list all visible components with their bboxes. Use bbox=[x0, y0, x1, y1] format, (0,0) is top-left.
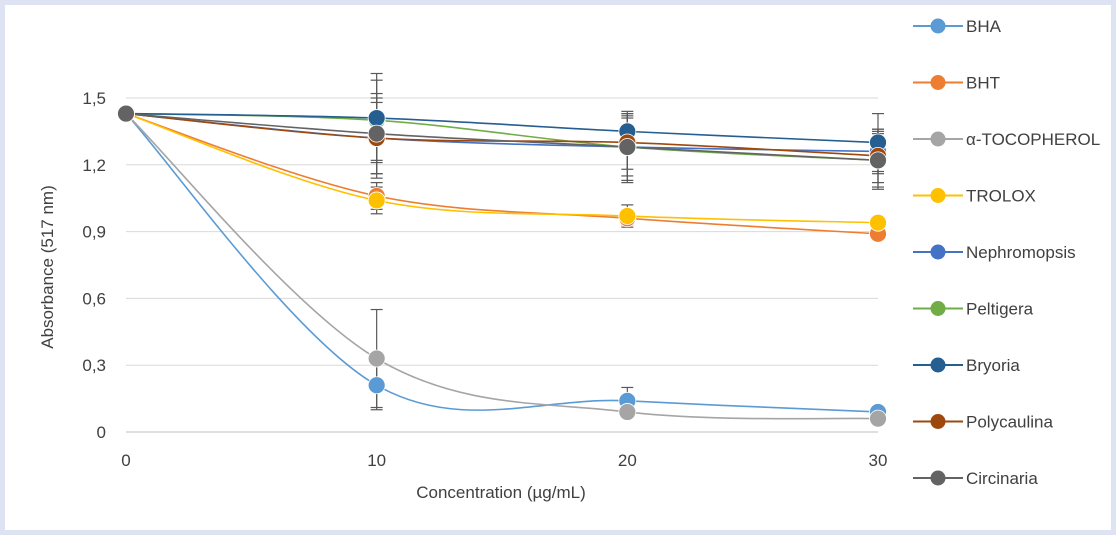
legend-swatch-marker bbox=[930, 188, 946, 203]
legend-label-line: Peltigera bbox=[966, 300, 1034, 319]
series-line bbox=[125, 112, 879, 162]
data-point bbox=[367, 124, 386, 143]
data-point bbox=[367, 191, 386, 210]
legend-label-line: BHA bbox=[966, 17, 1002, 36]
data-point bbox=[367, 376, 386, 395]
legend-label-line: α-TOCOPHEROL bbox=[966, 130, 1100, 149]
series-markers bbox=[117, 104, 887, 428]
data-point bbox=[618, 403, 637, 421]
series-layer bbox=[117, 72, 887, 428]
axes: 0 0,3 0,6 0,9 1,2 1,5 0 10 20 30 bbox=[82, 89, 887, 470]
y-tick-label: 0 bbox=[97, 423, 106, 442]
y-axis-label: Absorbance (517 nm) bbox=[38, 185, 57, 348]
legend-label: BHT bbox=[966, 74, 1000, 93]
series-line bbox=[125, 113, 879, 413]
legend-swatch-marker bbox=[930, 470, 946, 486]
legend-label: TROLOX bbox=[966, 187, 1036, 206]
legend-swatch-marker bbox=[930, 18, 946, 34]
grid bbox=[126, 97, 878, 366]
x-tick-label: 10 bbox=[367, 451, 386, 470]
legend-swatch-marker bbox=[930, 414, 946, 429]
x-tick-label: 20 bbox=[618, 451, 637, 470]
legend-swatch-marker bbox=[930, 131, 946, 147]
legend-label: Nephromopsis bbox=[966, 243, 1076, 262]
series-line bbox=[125, 112, 879, 224]
x-tick-label: 30 bbox=[869, 451, 888, 470]
legend-label: α-TOCOPHEROL bbox=[966, 130, 1100, 149]
x-tick-label: 0 bbox=[121, 451, 130, 470]
data-point bbox=[869, 213, 887, 232]
legend-label: BHA bbox=[966, 17, 1002, 36]
series-line bbox=[125, 113, 879, 420]
chart-frame: 0 0,3 0,6 0,9 1,2 1,5 0 10 20 30 BHA BHT α-TOCOPHER… bbox=[5, 5, 1111, 530]
legend-swatch-marker bbox=[930, 301, 946, 316]
data-point bbox=[869, 409, 887, 428]
legend-label: Bryoria bbox=[966, 356, 1020, 375]
data-point bbox=[618, 207, 637, 225]
legend-label: Circinaria bbox=[966, 469, 1038, 488]
legend-label-line: Circinaria bbox=[966, 469, 1038, 488]
chart: 0 0,3 0,6 0,9 1,2 1,5 0 10 20 30 BHA BHT α-TOCOPHER… bbox=[38, 17, 1100, 502]
y-tick-label: 1,5 bbox=[82, 89, 106, 108]
legend-label-line: Bryoria bbox=[966, 356, 1020, 375]
legend-label-line: TROLOX bbox=[966, 187, 1036, 206]
y-tick-label: 0,3 bbox=[82, 356, 106, 375]
series-line bbox=[125, 112, 879, 157]
series-line bbox=[125, 112, 879, 144]
legend-swatch-marker bbox=[930, 357, 946, 373]
data-point bbox=[869, 151, 887, 170]
legend-label-line: Polycaulina bbox=[966, 413, 1053, 432]
y-tick-label: 0,6 bbox=[82, 289, 106, 308]
legend-swatch-marker bbox=[930, 75, 946, 90]
series-line bbox=[125, 112, 879, 235]
data-point bbox=[117, 104, 135, 123]
y-tick-label: 1,2 bbox=[82, 156, 106, 175]
x-axis-label: Concentration (µg/mL) bbox=[416, 483, 585, 502]
data-point bbox=[367, 109, 386, 127]
legend-label-line: Nephromopsis bbox=[966, 243, 1076, 262]
data-point bbox=[618, 138, 637, 156]
legend-label: Polycaulina bbox=[966, 413, 1053, 432]
legend-label: Peltigera bbox=[966, 300, 1034, 319]
legend-label-line: BHT bbox=[966, 74, 1000, 93]
data-point bbox=[367, 349, 386, 368]
legend: BHA BHT α-TOCOPHEROL TROLOX Nephromopsis Pelt… bbox=[913, 17, 1100, 488]
legend-swatch-marker bbox=[930, 244, 946, 260]
y-tick-label: 0,9 bbox=[82, 223, 106, 242]
series-lines bbox=[125, 112, 879, 420]
